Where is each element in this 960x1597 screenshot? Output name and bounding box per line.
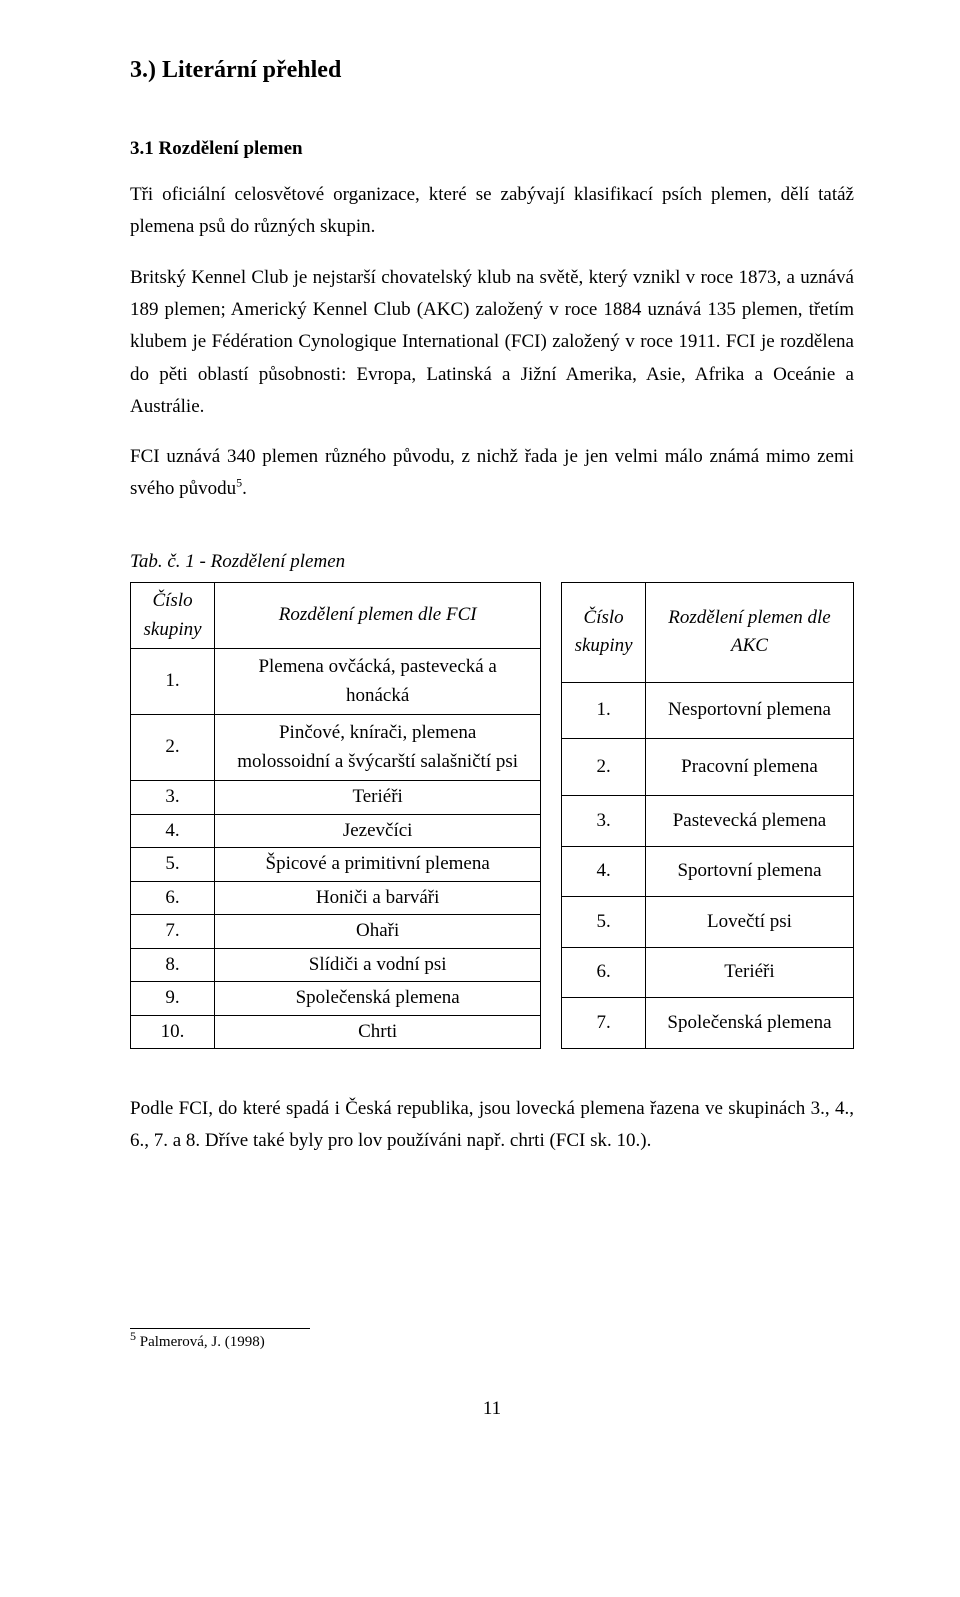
table-row: 6. Honiči a barváři	[131, 881, 541, 915]
table-cell: 8.	[131, 948, 215, 982]
footnote-rule	[130, 1328, 310, 1329]
table-header-cell: Rozdělení plemen dle AKC	[645, 583, 853, 683]
table-row: 2. Pracovní plemena	[562, 739, 854, 796]
table-cell: Chrti	[215, 1015, 541, 1049]
cell-text: Plemena ovčácká, pastevecká a	[258, 656, 496, 677]
table-cell: 4.	[562, 846, 646, 897]
table-cell: Honiči a barváři	[215, 881, 541, 915]
cell-text: Číslo	[584, 607, 624, 628]
table-cell: Špicové a primitivní plemena	[215, 848, 541, 882]
table-row: Číslo skupiny Rozdělení plemen dle FCI	[131, 583, 541, 649]
cell-text: honácká	[346, 685, 409, 706]
table-cell: Jezevčíci	[215, 814, 541, 848]
table-cell: Sportovní plemena	[645, 846, 853, 897]
table-row: 4. Jezevčíci	[131, 814, 541, 848]
paragraph-3-text: FCI uznává 340 plemen různého původu, z …	[130, 446, 854, 499]
cell-text: AKC	[731, 635, 768, 656]
paragraph-3-tail: .	[242, 478, 247, 499]
cell-text: Číslo	[152, 590, 192, 611]
paragraph-3: FCI uznává 340 plemen různého původu, z …	[130, 441, 854, 506]
table-cell: 2.	[562, 739, 646, 796]
table-akc: Číslo skupiny Rozdělení plemen dle AKC 1…	[561, 582, 854, 1049]
table-row: 2. Pinčové, knírači, plemena molossoidní…	[131, 715, 541, 781]
table-caption: Tab. č. 1 - Rozdělení plemen	[130, 546, 854, 578]
cell-text: molossoidní a švýcarští salašničtí psi	[237, 751, 518, 772]
table-cell: 7.	[131, 915, 215, 949]
table-cell: 6.	[562, 947, 646, 998]
table-cell: Společenská plemena	[645, 998, 853, 1049]
table-cell: 1.	[562, 682, 646, 739]
table-row: 3. Pastevecká plemena	[562, 796, 854, 847]
footnote-text: Palmerová, J. (1998)	[136, 1334, 265, 1350]
table-cell: Ohaři	[215, 915, 541, 949]
table-cell: Pinčové, knírači, plemena molossoidní a …	[215, 715, 541, 781]
page-number: 11	[130, 1393, 854, 1425]
table-row: 5. Lovečtí psi	[562, 897, 854, 948]
table-row: 4. Sportovní plemena	[562, 846, 854, 897]
paragraph-1: Tři oficiální celosvětové organizace, kt…	[130, 179, 854, 244]
table-fci: Číslo skupiny Rozdělení plemen dle FCI 1…	[130, 582, 541, 1049]
cell-text: Pinčové, knírači, plemena	[279, 722, 476, 743]
table-cell: Pracovní plemena	[645, 739, 853, 796]
table-header-cell: Číslo skupiny	[131, 583, 215, 649]
table-row: 6. Teriéři	[562, 947, 854, 998]
table-cell: Teriéři	[645, 947, 853, 998]
cell-text: Rozdělení plemen dle	[668, 607, 831, 628]
table-cell: 3.	[131, 781, 215, 815]
table-cell: 2.	[131, 715, 215, 781]
table-cell: 10.	[131, 1015, 215, 1049]
heading-subsection: 3.1 Rozdělení plemen	[130, 133, 854, 165]
table-row: 8. Slídiči a vodní psi	[131, 948, 541, 982]
page: 3.) Literární přehled 3.1 Rozdělení plem…	[0, 0, 960, 1465]
table-row: 1. Plemena ovčácká, pastevecká a honácká	[131, 649, 541, 715]
table-row: 3. Teriéři	[131, 781, 541, 815]
table-row: Číslo skupiny Rozdělení plemen dle AKC	[562, 583, 854, 683]
table-row: 7. Ohaři	[131, 915, 541, 949]
table-cell: 6.	[131, 881, 215, 915]
table-row: 9. Společenská plemena	[131, 982, 541, 1016]
table-cell: 5.	[131, 848, 215, 882]
table-row: 7. Společenská plemena	[562, 998, 854, 1049]
table-cell: Lovečtí psi	[645, 897, 853, 948]
table-header-cell: Rozdělení plemen dle FCI	[215, 583, 541, 649]
table-cell: Slídiči a vodní psi	[215, 948, 541, 982]
heading-section: 3.) Literární přehled	[130, 56, 854, 85]
paragraph-4: Podle FCI, do které spadá i Česká republ…	[130, 1093, 854, 1158]
table-cell: Nesportovní plemena	[645, 682, 853, 739]
table-cell: 3.	[562, 796, 646, 847]
table-cell: Teriéři	[215, 781, 541, 815]
table-cell: 5.	[562, 897, 646, 948]
table-cell: Společenská plemena	[215, 982, 541, 1016]
table-header-cell: Číslo skupiny	[562, 583, 646, 683]
table-cell: 9.	[131, 982, 215, 1016]
footnote: 5 Palmerová, J. (1998)	[130, 1333, 854, 1351]
table-cell: 7.	[562, 998, 646, 1049]
table-cell: Pastevecká plemena	[645, 796, 853, 847]
table-row: 1. Nesportovní plemena	[562, 682, 854, 739]
paragraph-2: Britský Kennel Club je nejstarší chovate…	[130, 262, 854, 423]
table-cell: Plemena ovčácká, pastevecká a honácká	[215, 649, 541, 715]
cell-text: skupiny	[575, 635, 633, 656]
table-row: 10. Chrti	[131, 1015, 541, 1049]
table-cell: 1.	[131, 649, 215, 715]
tables-container: Číslo skupiny Rozdělení plemen dle FCI 1…	[130, 582, 854, 1049]
table-row: 5. Špicové a primitivní plemena	[131, 848, 541, 882]
table-cell: 4.	[131, 814, 215, 848]
cell-text: skupiny	[144, 619, 202, 640]
